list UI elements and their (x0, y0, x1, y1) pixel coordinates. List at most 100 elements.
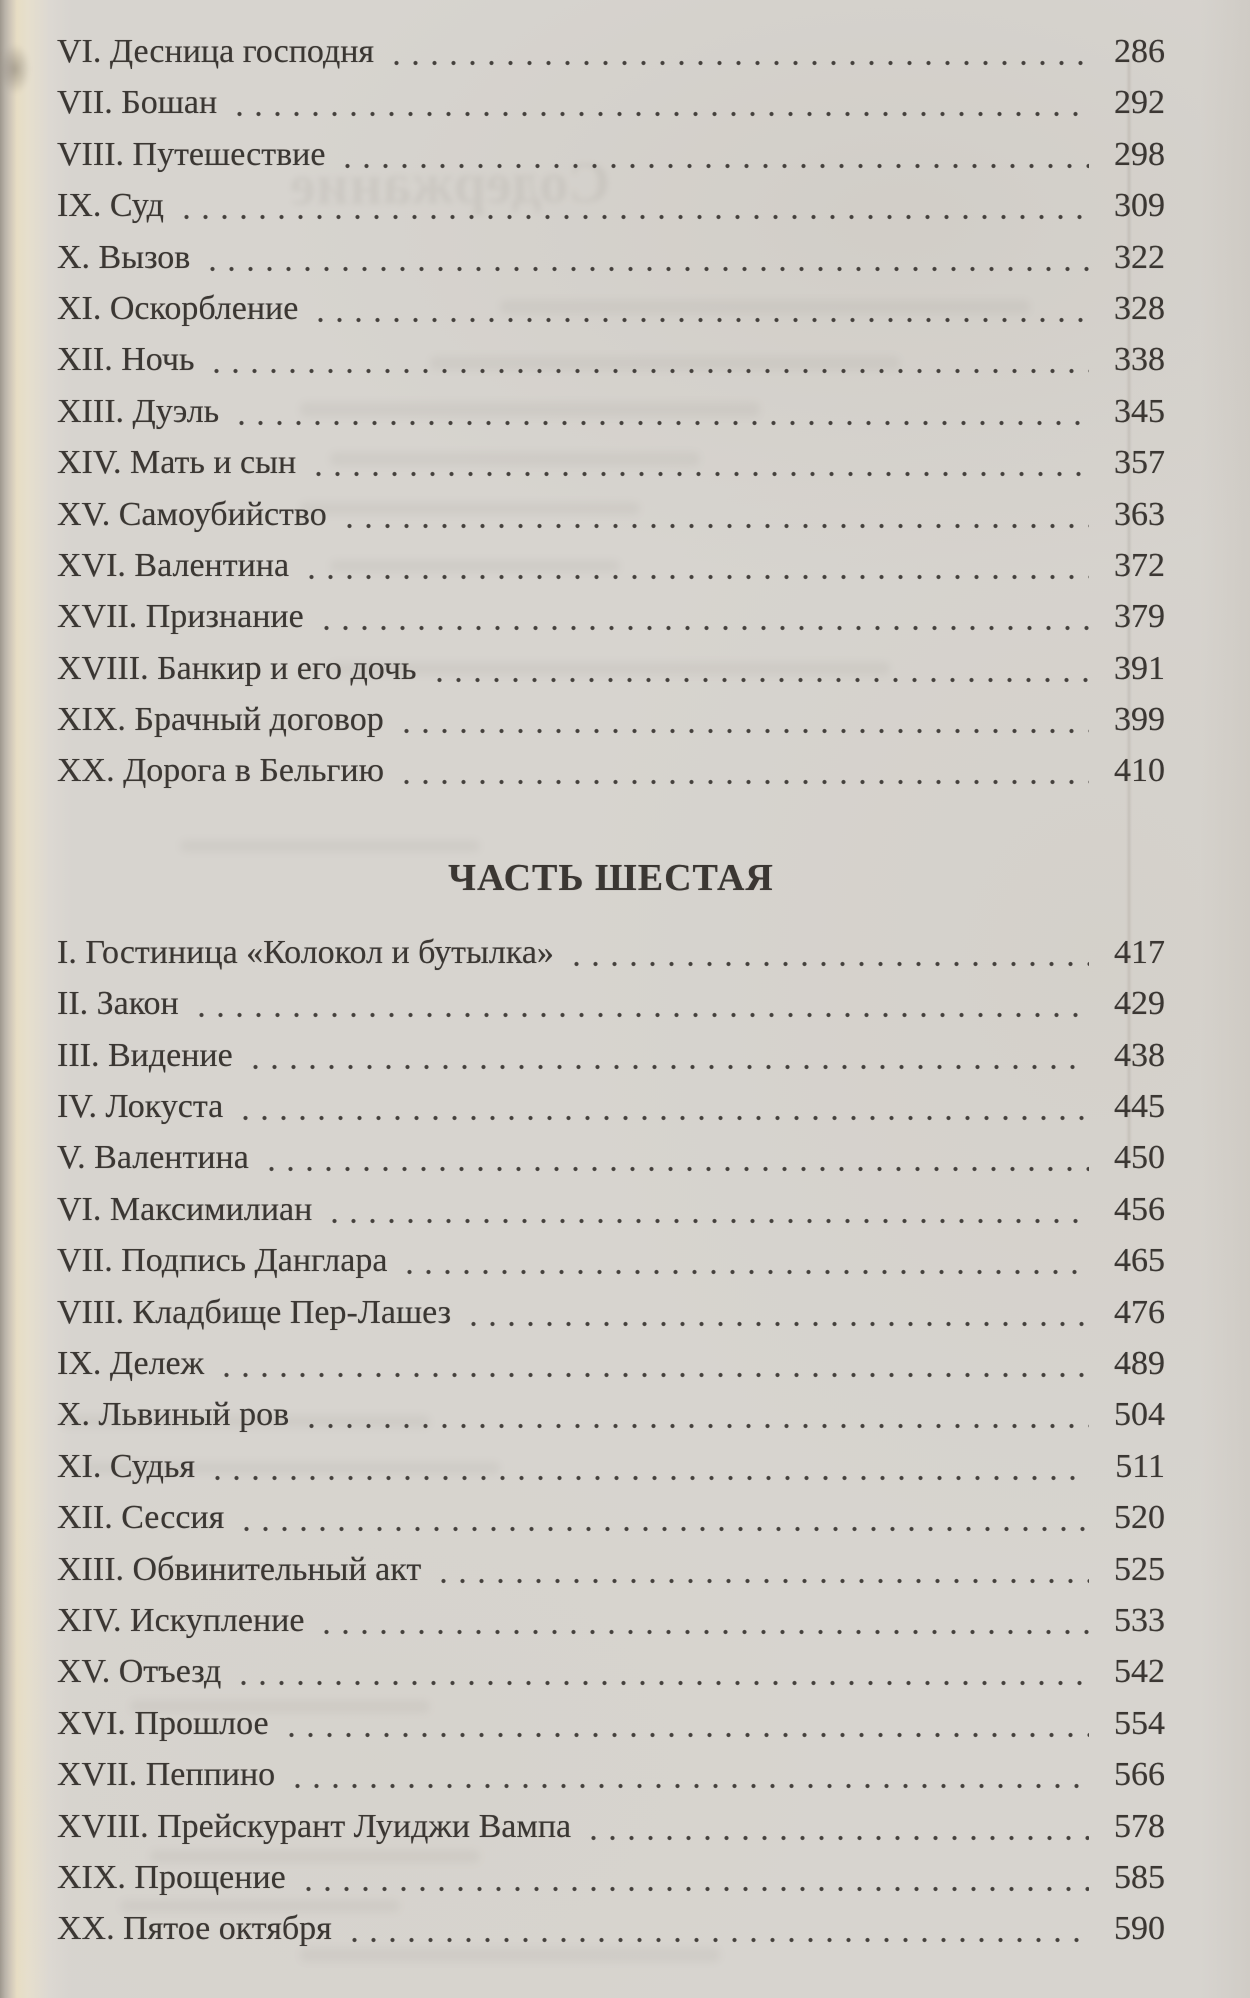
page-number: 533 (1114, 1601, 1165, 1639)
page-number: 328 (1114, 289, 1165, 327)
page-number: 554 (1114, 1704, 1165, 1742)
chapter-label: XIX. Брачный договор (57, 701, 384, 739)
page-number: 410 (1114, 752, 1165, 790)
dot-leader (300, 571, 1089, 582)
toc-row: VI. Десница господня 286 (57, 26, 1165, 77)
toc-row: XX. Пятое октября 590 (57, 1903, 1165, 1954)
toc-row: XIV. Искупление 533 (57, 1595, 1165, 1646)
dot-leader (259, 1164, 1089, 1175)
page-number: 456 (1114, 1190, 1165, 1228)
dot-leader (315, 1626, 1089, 1637)
toc-row: IX. Дележ 489 (57, 1338, 1165, 1389)
dot-leader (234, 1113, 1089, 1124)
toc-row: II. Закон 429 (57, 978, 1165, 1029)
dot-leader (309, 314, 1089, 325)
toc-section-part5: VI. Десница господня 286 VII. Бошан 292 VIII… (57, 26, 1165, 797)
dot-leader (385, 58, 1089, 68)
page-number: 578 (1114, 1807, 1165, 1845)
toc-row: XIX. Прощение 585 (57, 1852, 1165, 1903)
page-number: 379 (1114, 598, 1165, 636)
chapter-label: XIV. Мать и сын (57, 444, 297, 482)
toc-row: III. Видение 438 (57, 1030, 1165, 1081)
dot-leader (398, 1267, 1089, 1278)
dot-leader (215, 1369, 1089, 1380)
chapter-label: XVII. Пеппино (57, 1756, 276, 1794)
chapter-label: XX. Дорога в Бельгию (57, 752, 385, 790)
chapter-label: XIV. Искупление (57, 1601, 305, 1639)
chapter-label: III. Видение (57, 1036, 233, 1074)
page-number: 309 (1114, 187, 1165, 225)
table-of-contents: VI. Десница господня 286 VII. Бошан 292 VIII… (57, 26, 1165, 1954)
part-six-heading: ЧАСТЬ ШЕСТАЯ (448, 856, 774, 899)
bleed-through-smudge (330, 560, 620, 572)
dot-leader (230, 417, 1089, 428)
toc-row: XVI. Валентина 372 (57, 540, 1165, 591)
dot-leader (314, 623, 1089, 634)
chapter-label: I. Гостиница «Колокол и бутылка» (57, 933, 554, 971)
bleed-through-smudge (300, 1948, 720, 1962)
page-number: 345 (1114, 392, 1165, 430)
toc-row: IV. Локуста 445 (57, 1081, 1165, 1132)
chapter-label: XIX. Прощение (57, 1858, 286, 1896)
dot-leader (296, 1883, 1089, 1894)
bleed-through-smudge (300, 402, 760, 417)
page-number: 357 (1114, 444, 1165, 482)
page-number: 511 (1115, 1447, 1165, 1485)
toc-row: V. Валентина 450 (57, 1132, 1165, 1183)
chapter-label: XII. Сессия (57, 1499, 225, 1537)
dot-leader (432, 1575, 1089, 1586)
toc-row: XIII. Обвинительный акт 525 (57, 1544, 1165, 1595)
chapter-label: XX. Пятое октября (57, 1910, 332, 1948)
toc-row: XVII. Пеппино 566 (57, 1749, 1165, 1800)
bleed-through-smudge (330, 662, 890, 675)
dot-leader (337, 520, 1089, 531)
dot-leader (394, 726, 1089, 737)
toc-row: X. Вызов 322 (57, 232, 1165, 283)
page-number: 391 (1114, 649, 1165, 687)
toc-row: XV. Отъезд 542 (57, 1646, 1165, 1697)
toc-row: VI. Максимилиан 456 (57, 1184, 1165, 1235)
dot-leader (174, 212, 1089, 223)
toc-row: XIX. Брачный договор 399 (57, 694, 1165, 745)
toc-row: XX. Дорога в Бельгию 410 (57, 745, 1165, 796)
toc-row: XII. Ночь 338 (57, 334, 1165, 385)
page-number: 520 (1114, 1499, 1165, 1537)
toc-row: I. Гостиница «Колокол и бутылка» 417 (57, 927, 1165, 978)
chapter-label: XV. Самоубийство (57, 495, 327, 533)
page-number: 525 (1114, 1550, 1165, 1588)
toc-row: XVII. Признание 379 (57, 591, 1165, 642)
toc-row: VIII. Кладбище Пер-Лашез 476 (57, 1287, 1165, 1338)
toc-row: VIII. Путешествие 298 (57, 129, 1165, 180)
toc-row: X. Львиный ров 504 (57, 1389, 1165, 1440)
bleed-through-smudge (150, 1850, 480, 1863)
bleed-through-smudge (80, 1462, 500, 1474)
chapter-label: VII. Подпись Данглара (57, 1242, 388, 1280)
page-number: 445 (1114, 1088, 1165, 1126)
dot-leader (232, 1678, 1089, 1689)
chapter-label: XVI. Валентина (57, 546, 290, 584)
page-number: 504 (1114, 1396, 1165, 1434)
dot-leader (201, 263, 1089, 274)
chapter-label: XVII. Признание (57, 598, 304, 636)
page-crease-line (1128, 60, 1130, 1160)
chapter-label: XVIII. Прейскурант Луиджи Вампа (57, 1807, 572, 1845)
page-number: 465 (1114, 1242, 1165, 1280)
dot-leader (243, 1061, 1089, 1072)
dot-leader (342, 1935, 1089, 1946)
page-number: 322 (1114, 238, 1165, 276)
page-number: 286 (1114, 33, 1165, 70)
dot-leader (564, 958, 1089, 969)
chapter-label: XII. Ночь (57, 341, 195, 379)
chapter-label: XV. Отъезд (57, 1653, 222, 1691)
page-number: 429 (1114, 985, 1165, 1023)
dot-leader (395, 777, 1089, 788)
chapter-label: XIII. Дуэль (57, 392, 220, 430)
chapter-label: X. Вызов (57, 238, 191, 276)
dot-leader (300, 1421, 1089, 1432)
page-number: 372 (1114, 546, 1165, 584)
page-number: 338 (1114, 341, 1165, 379)
bleed-through-smudge (330, 452, 700, 466)
dot-leader (323, 1215, 1089, 1226)
bleed-through-smudge (130, 1700, 430, 1713)
page-number: 292 (1114, 84, 1165, 122)
